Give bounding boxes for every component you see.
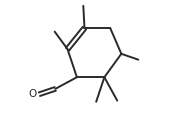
Text: O: O bbox=[28, 89, 37, 99]
